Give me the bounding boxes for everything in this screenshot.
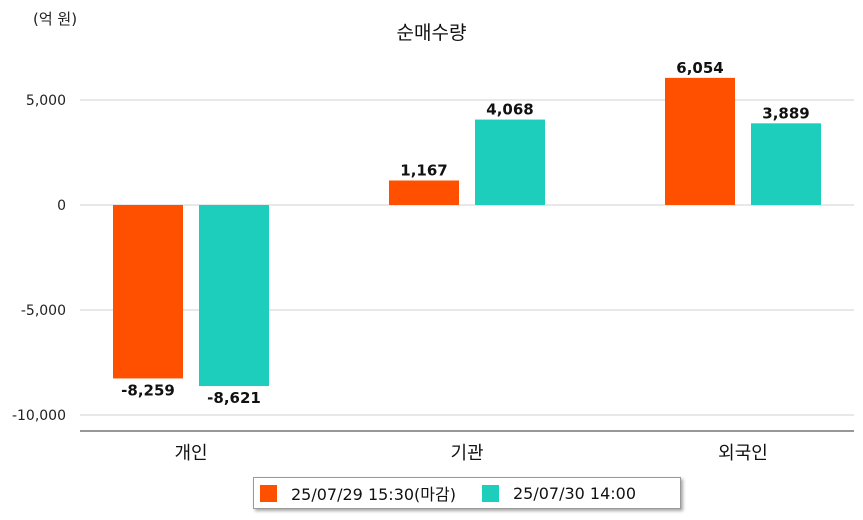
bar	[665, 77, 735, 205]
y-tick-label: 5,000	[26, 93, 66, 109]
unit-label: (억 원)	[33, 10, 78, 28]
x-tick-label: 외국인	[718, 443, 768, 464]
y-tick-label: -10,000	[12, 408, 66, 424]
legend-label-series-2: 25/07/30 14:00	[512, 483, 637, 503]
legend-item-series-2[interactable]: 25/07/30 14:00	[481, 483, 637, 503]
bar	[475, 119, 545, 205]
legend-label-series-1: 25/07/29 15:30(마감)	[291, 485, 456, 504]
bar	[751, 123, 821, 205]
y-tick-label: 0	[57, 198, 66, 214]
chart-title: 순매수량	[396, 22, 467, 44]
data-label: -8,259	[121, 381, 175, 399]
data-label: 4,068	[486, 101, 533, 119]
legend-swatch-series-2	[481, 484, 499, 502]
legend: 25/07/29 15:30(마감) 25/07/30 14:00	[253, 477, 681, 509]
legend-swatch-series-1	[260, 484, 277, 502]
bar	[389, 180, 459, 205]
data-label: 6,054	[676, 59, 723, 77]
x-tick-label: 기관	[450, 443, 483, 464]
data-label: 1,167	[400, 161, 447, 179]
data-label: -8,621	[207, 389, 261, 407]
y-tick-label: -5,000	[21, 303, 66, 319]
bar	[113, 205, 183, 379]
x-tick-label: 개인	[174, 443, 207, 464]
bar	[199, 205, 269, 387]
legend-item-series-1[interactable]: 25/07/29 15:30(마감)	[260, 481, 456, 505]
data-label: 3,889	[762, 104, 809, 122]
